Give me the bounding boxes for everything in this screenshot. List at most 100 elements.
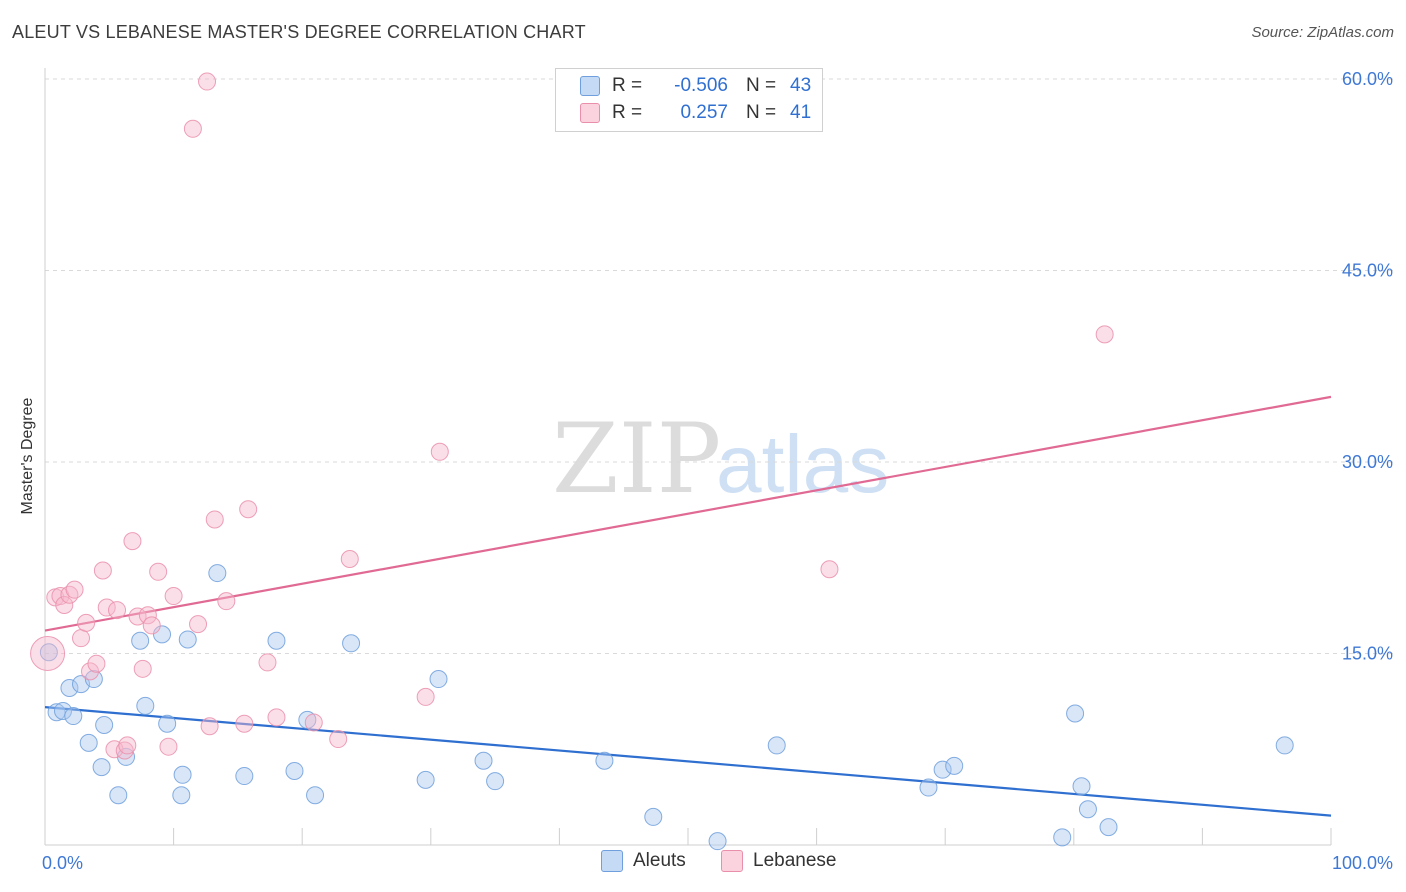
- lebanese-point[interactable]: [198, 72, 217, 91]
- lebanese-point[interactable]: [72, 629, 91, 648]
- lebanese-point[interactable]: [60, 585, 79, 604]
- aleuts-point[interactable]: [1072, 777, 1091, 796]
- lebanese-point[interactable]: [55, 595, 74, 614]
- aleuts-point[interactable]: [933, 760, 952, 779]
- aleuts-point[interactable]: [173, 765, 192, 784]
- aleuts-point[interactable]: [178, 630, 197, 649]
- aleuts-point[interactable]: [644, 807, 663, 826]
- aleuts-trend-line: [44, 706, 1332, 817]
- n-label: N =: [746, 102, 777, 123]
- aleuts-point[interactable]: [342, 634, 361, 653]
- r-value-lebanese: 0.257: [680, 102, 728, 123]
- aleuts-point[interactable]: [79, 733, 98, 752]
- aleuts-point[interactable]: [131, 631, 150, 650]
- lebanese-point[interactable]: [123, 532, 142, 551]
- lebanese-point[interactable]: [258, 653, 277, 672]
- lebanese-point[interactable]: [1095, 325, 1114, 344]
- lebanese-legend-label: Lebanese: [753, 850, 837, 871]
- lebanese-point[interactable]: [304, 713, 323, 732]
- lebanese-point[interactable]: [108, 601, 127, 620]
- lebanese-point[interactable]: [81, 662, 100, 681]
- stats-row-lebanese: R = 0.257 N = 41: [580, 100, 820, 126]
- aleuts-point[interactable]: [54, 701, 73, 720]
- aleuts-point[interactable]: [153, 625, 172, 644]
- lebanese-point[interactable]: [87, 654, 106, 673]
- aleuts-point[interactable]: [136, 696, 155, 715]
- lebanese-point[interactable]: [205, 510, 224, 529]
- lebanese-point[interactable]: [65, 580, 84, 599]
- lebanese-point[interactable]: [189, 615, 208, 634]
- aleuts-legend-swatch: [601, 850, 623, 872]
- lebanese-point[interactable]: [164, 587, 183, 606]
- trend-lines: [44, 395, 1332, 817]
- lebanese-point[interactable]: [235, 714, 254, 733]
- lebanese-point[interactable]: [93, 561, 112, 580]
- series-legend: Aleuts Lebanese: [0, 850, 1406, 878]
- lebanese-point[interactable]: [200, 717, 219, 736]
- y-tick-label: 30.0%: [1342, 452, 1393, 472]
- x-tick-label-max: 100.0%: [1332, 853, 1393, 873]
- tick-labels: 15.0% 30.0% 45.0% 60.0% 0.0% 100.0%: [42, 69, 1393, 873]
- lebanese-legend-swatch: [721, 850, 743, 872]
- lebanese-point[interactable]: [820, 560, 839, 579]
- lebanese-point[interactable]: [118, 736, 137, 755]
- y-tick-label: 60.0%: [1342, 69, 1393, 89]
- n-value-lebanese: 41: [790, 102, 812, 123]
- lebanese-point[interactable]: [239, 500, 258, 519]
- aleuts-point[interactable]: [595, 751, 614, 770]
- lebanese-point[interactable]: [77, 613, 96, 632]
- aleuts-point[interactable]: [416, 770, 435, 789]
- aleuts-point[interactable]: [1053, 828, 1072, 847]
- lebanese-point[interactable]: [217, 592, 236, 611]
- aleuts-point[interactable]: [1078, 800, 1097, 819]
- aleuts-point[interactable]: [1066, 704, 1085, 723]
- aleuts-point[interactable]: [285, 761, 304, 780]
- lebanese-point[interactable]: [329, 730, 348, 749]
- aleuts-point[interactable]: [474, 751, 493, 770]
- aleuts-point[interactable]: [486, 772, 505, 791]
- legend-item-lebanese[interactable]: Lebanese: [721, 850, 836, 872]
- aleuts-point[interactable]: [208, 564, 227, 583]
- n-label: N =: [746, 75, 777, 96]
- lebanese-trend-line: [44, 395, 1332, 632]
- aleuts-point[interactable]: [47, 703, 66, 722]
- aleuts-point[interactable]: [158, 714, 177, 733]
- lebanese-point[interactable]: [115, 741, 134, 760]
- lebanese-point[interactable]: [340, 550, 359, 569]
- aleuts-point[interactable]: [95, 715, 114, 734]
- aleuts-point[interactable]: [1275, 736, 1294, 755]
- aleuts-point[interactable]: [39, 643, 58, 662]
- aleuts-point[interactable]: [267, 631, 286, 650]
- r-label: R =: [612, 75, 643, 96]
- lebanese-point[interactable]: [30, 636, 66, 671]
- aleuts-point[interactable]: [60, 678, 79, 697]
- data-points: [30, 72, 1294, 851]
- aleuts-point[interactable]: [919, 778, 938, 797]
- aleuts-point[interactable]: [109, 786, 128, 805]
- aleuts-point[interactable]: [767, 736, 786, 755]
- lebanese-point[interactable]: [183, 119, 202, 138]
- aleuts-point[interactable]: [945, 756, 964, 775]
- aleuts-point[interactable]: [92, 758, 111, 777]
- r-label: R =: [612, 102, 643, 123]
- aleuts-point[interactable]: [64, 707, 83, 726]
- lebanese-point[interactable]: [416, 687, 435, 706]
- aleuts-point[interactable]: [1099, 818, 1118, 837]
- aleuts-point[interactable]: [235, 767, 254, 786]
- stats-legend: R = -0.506 N = 43 R = 0.257 N = 41: [555, 68, 823, 132]
- lebanese-point[interactable]: [133, 659, 152, 678]
- lebanese-point[interactable]: [97, 598, 116, 617]
- lebanese-point[interactable]: [142, 616, 161, 635]
- lebanese-point[interactable]: [138, 606, 157, 625]
- lebanese-point[interactable]: [149, 562, 168, 581]
- watermark: ZIP atlas: [552, 403, 889, 515]
- aleuts-point[interactable]: [306, 786, 325, 805]
- lebanese-point[interactable]: [430, 442, 449, 461]
- lebanese-point[interactable]: [159, 737, 178, 756]
- legend-item-aleuts[interactable]: Aleuts: [601, 850, 686, 872]
- aleuts-point[interactable]: [708, 832, 727, 851]
- aleuts-point[interactable]: [429, 670, 448, 689]
- lebanese-point[interactable]: [267, 708, 286, 727]
- aleuts-point[interactable]: [172, 786, 191, 805]
